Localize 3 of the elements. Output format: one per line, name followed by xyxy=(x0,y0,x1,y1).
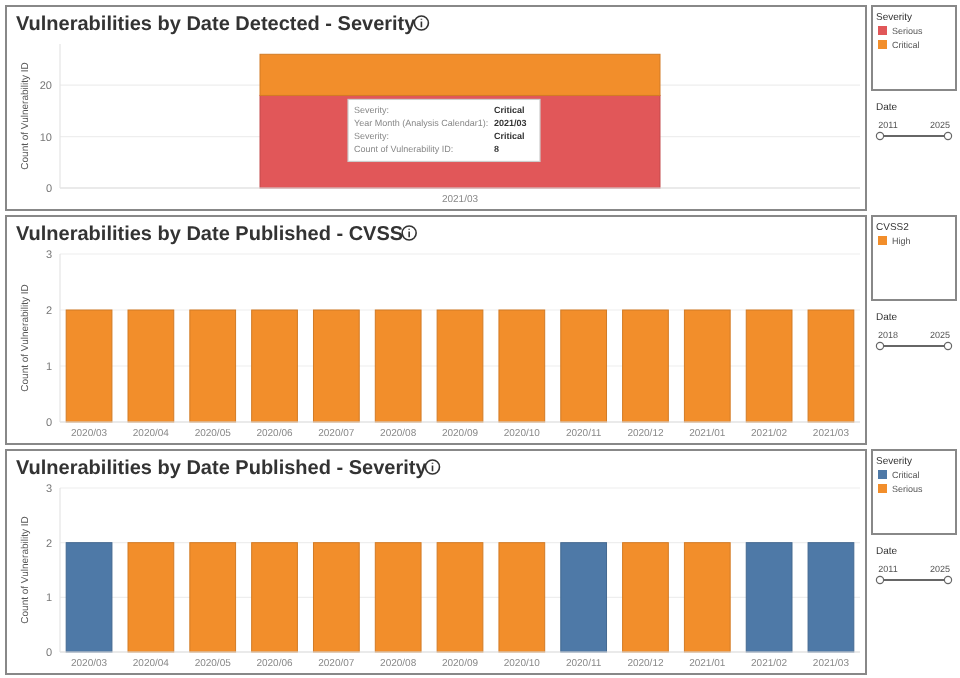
chart-title: Vulnerabilities by Date Published - Severity xyxy=(16,458,428,480)
chart-title: Vulnerabilities by Date Published - CVSS xyxy=(16,224,404,246)
chart-title: Vulnerabilities by Date Detected - Severity xyxy=(16,14,417,36)
